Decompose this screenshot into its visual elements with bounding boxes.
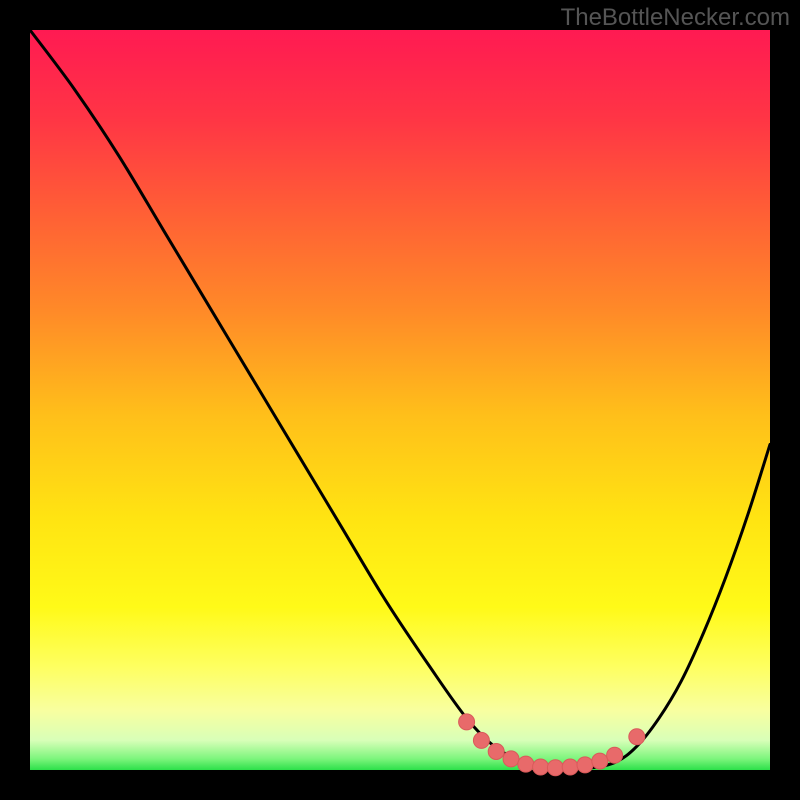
chart-overlay: [0, 0, 800, 800]
chart-stage: TheBottleNecker.com: [0, 0, 800, 800]
scatter-point: [607, 747, 623, 763]
scatter-point: [547, 760, 563, 776]
scatter-point: [533, 759, 549, 775]
scatter-point: [503, 751, 519, 767]
scatter-series: [459, 714, 645, 776]
scatter-point: [518, 756, 534, 772]
scatter-point: [577, 757, 593, 773]
scatter-point: [459, 714, 475, 730]
scatter-point: [592, 753, 608, 769]
scatter-point: [562, 759, 578, 775]
scatter-point: [473, 732, 489, 748]
scatter-point: [488, 744, 504, 760]
bottleneck-curve: [30, 30, 770, 769]
watermark-label: TheBottleNecker.com: [561, 4, 790, 32]
scatter-point: [629, 729, 645, 745]
